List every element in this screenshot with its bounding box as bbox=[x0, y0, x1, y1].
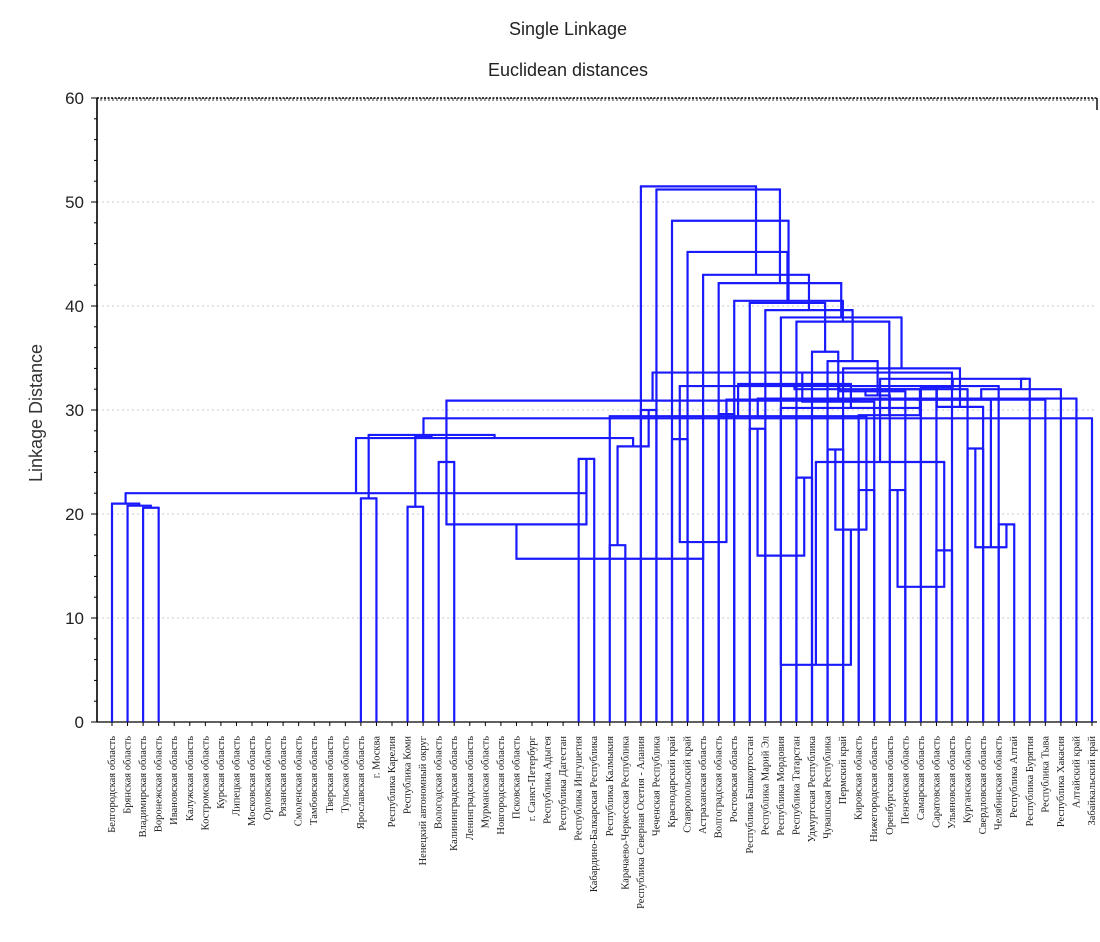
leaf-label: Белгородская область bbox=[107, 736, 118, 833]
chart-title: Single Linkage bbox=[509, 19, 627, 39]
leaf-label: Ленинградская область bbox=[465, 736, 476, 840]
leaf-label: Пермский край bbox=[838, 736, 849, 805]
leaf-label: Вологодская область bbox=[434, 736, 445, 829]
leaf-label: Курская область bbox=[216, 736, 227, 809]
leaf-label: Псковская область bbox=[511, 736, 522, 819]
grid-lines bbox=[97, 201, 1097, 619]
leaf-label: Алтайский край bbox=[1071, 736, 1082, 808]
leaf-label: Оренбургская область bbox=[885, 736, 896, 835]
leaf-label: Ростовская область bbox=[729, 736, 740, 823]
y-tick-label: 60 bbox=[65, 89, 84, 108]
y-tick-label: 20 bbox=[65, 505, 84, 524]
leaf-label: Ульяновская область bbox=[947, 736, 958, 829]
leaf-label: Карачаево-Черкесская Республика bbox=[620, 736, 631, 890]
leaf-label: Московская область bbox=[247, 736, 258, 826]
leaf-label: Тульская область bbox=[340, 736, 351, 813]
leaf-label: Республика Коми bbox=[403, 736, 414, 814]
leaf-label: Удмуртская Республика bbox=[807, 736, 818, 843]
leaf-label: Липецкая область bbox=[231, 736, 242, 816]
leaf-label: Калужская область bbox=[185, 736, 196, 821]
leaf-label: Республика Хакасия bbox=[1056, 736, 1067, 827]
leaf-label: Рязанская область bbox=[278, 736, 289, 817]
chart-subtitle: Euclidean distances bbox=[488, 60, 648, 80]
y-axis-label: Linkage Distance bbox=[26, 344, 46, 482]
axes: 0 10 20 30 40 50 60 bbox=[65, 89, 1098, 732]
leaf-label: Ярославская область bbox=[356, 736, 367, 829]
leaf-label: Республика Алтай bbox=[1009, 736, 1020, 818]
y-tick-label: 10 bbox=[65, 609, 84, 628]
leaf-label: Нижегородская область bbox=[869, 736, 880, 842]
leaf-label: Воронежская область bbox=[154, 736, 165, 832]
leaf-label: Республика Ингушетия bbox=[574, 736, 585, 841]
y-tick-label: 30 bbox=[65, 401, 84, 420]
leaf-label: Республика Карелия bbox=[387, 736, 398, 827]
leaf-label: Кабардино-Балкарская Республика bbox=[589, 736, 600, 892]
leaf-label: Республика Татарстан bbox=[791, 736, 802, 835]
leaf-label: Ставропольский край bbox=[683, 736, 694, 833]
leaf-label: Калининградская область bbox=[449, 736, 460, 851]
y-tick-label: 40 bbox=[65, 297, 84, 316]
leaf-label: Республика Калмыкия bbox=[605, 736, 616, 836]
dendrogram-links bbox=[110, 185, 1094, 722]
leaf-label: Астраханская область bbox=[698, 736, 709, 834]
leaf-label: Ивановская область bbox=[169, 736, 180, 825]
leaf-label: Республика Северная Осетия - Алания bbox=[636, 736, 647, 909]
leaf-label: Волгоградская область bbox=[714, 736, 725, 838]
leaf-label: Республика Дагестан bbox=[558, 736, 569, 831]
leaf-label: Республика Тыва bbox=[1040, 736, 1051, 813]
y-tick-label: 0 bbox=[75, 713, 84, 732]
leaf-label: Республика Марий Эл bbox=[760, 736, 771, 835]
leaf-label: Мурманская область bbox=[480, 736, 491, 828]
leaf-label: Республика Мордовия bbox=[776, 736, 787, 836]
leaf-label: Орловская область bbox=[263, 736, 274, 820]
leaf-label: Тверская область bbox=[325, 736, 336, 813]
leaf-label: Челябинская область bbox=[994, 736, 1005, 830]
leaf-label: Чувашская Республика bbox=[823, 736, 834, 839]
leaf-label: Забайкальский край bbox=[1087, 736, 1098, 826]
leaf-label: Кировская область bbox=[854, 736, 865, 820]
leaf-label: Тамбовская область bbox=[309, 736, 320, 825]
leaf-label: г. Санкт-Петербург bbox=[527, 735, 538, 821]
leaf-label: Самарская область bbox=[916, 736, 927, 820]
leaf-label: Пензенская область bbox=[900, 736, 911, 824]
leaf-label: Краснодарский край bbox=[667, 736, 678, 828]
leaf-label: Брянская область bbox=[123, 736, 134, 814]
leaf-label: Владимирская область bbox=[138, 736, 149, 838]
leaf-label: Республика Бурятия bbox=[1025, 736, 1036, 826]
leaf-label: г. Москва bbox=[371, 736, 382, 779]
leaf-labels: Белгородская область Брянская область Влад… bbox=[107, 735, 1098, 909]
leaf-label: Курганская область bbox=[963, 736, 974, 823]
leaf-label: Республика Адыгея bbox=[543, 736, 554, 824]
leaf-label: Ненецкий автономный округ bbox=[418, 735, 429, 865]
leaf-label: Чеченская Республика bbox=[651, 736, 662, 836]
leaf-label: Свердловская область bbox=[978, 736, 989, 835]
y-tick-label: 50 bbox=[65, 193, 84, 212]
leaf-label: Новгородская область bbox=[496, 736, 507, 835]
leaf-label: Костромская область bbox=[200, 736, 211, 831]
leaf-label: Смоленская область bbox=[294, 736, 305, 826]
leaf-label: Саратовская область bbox=[931, 736, 942, 828]
leaf-label: Республика Башкортостан bbox=[745, 736, 756, 854]
